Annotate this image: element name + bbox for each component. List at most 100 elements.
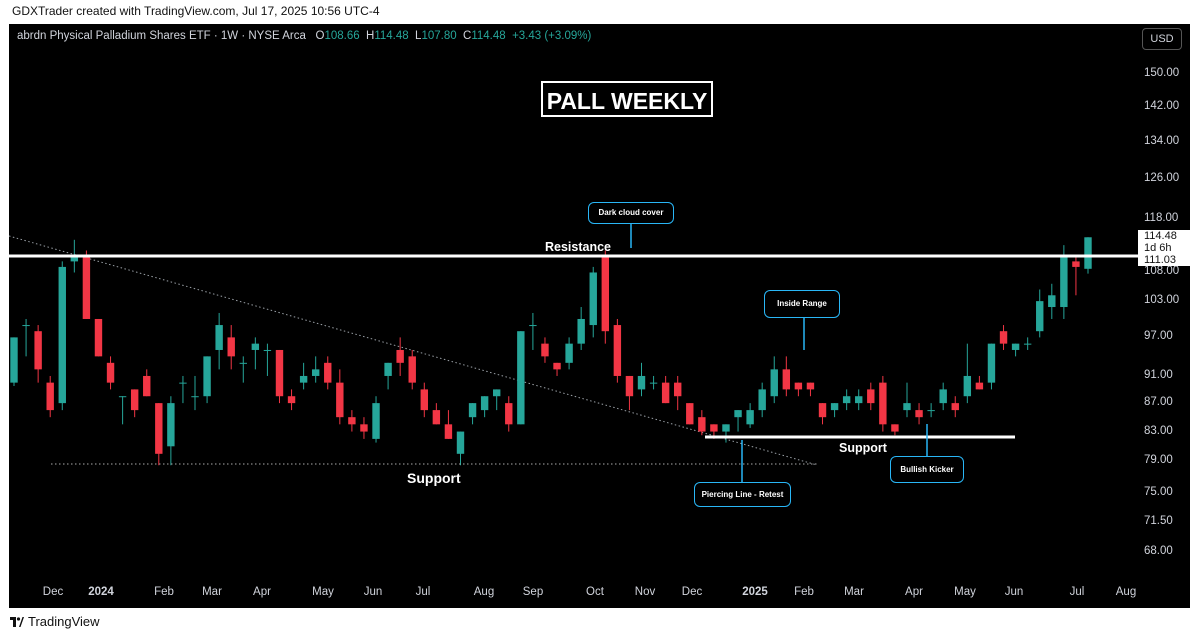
candle[interactable] xyxy=(106,356,115,390)
time-tick: Feb xyxy=(154,586,174,598)
candle[interactable] xyxy=(698,410,706,436)
candle[interactable] xyxy=(360,417,368,439)
candle[interactable] xyxy=(492,389,501,411)
candle[interactable] xyxy=(420,382,428,418)
candle[interactable] xyxy=(806,382,815,397)
candle[interactable] xyxy=(34,325,42,383)
candle[interactable] xyxy=(22,318,30,357)
candle[interactable] xyxy=(10,337,18,387)
candle[interactable] xyxy=(167,396,175,466)
candle[interactable] xyxy=(915,403,923,425)
candle[interactable] xyxy=(336,369,344,425)
candle[interactable] xyxy=(891,424,899,436)
candle[interactable] xyxy=(951,396,959,418)
candle[interactable] xyxy=(384,362,392,390)
candle[interactable] xyxy=(903,382,911,418)
descending-trendline[interactable] xyxy=(9,235,818,466)
candle[interactable] xyxy=(396,337,404,376)
candle-body xyxy=(106,362,115,383)
candle[interactable] xyxy=(855,389,863,411)
candle[interactable] xyxy=(746,403,754,428)
candle[interactable] xyxy=(155,403,163,466)
candle[interactable] xyxy=(565,337,573,370)
candle[interactable] xyxy=(299,362,308,390)
candle[interactable] xyxy=(939,382,947,411)
candle[interactable] xyxy=(203,356,211,404)
candle[interactable] xyxy=(468,403,477,425)
candle[interactable] xyxy=(674,375,682,411)
candle[interactable] xyxy=(179,375,187,404)
chart-pane[interactable]: abrdn Physical Palladium Shares ETF · 1W… xyxy=(9,24,1190,608)
candle[interactable] xyxy=(589,266,597,338)
candle[interactable] xyxy=(541,337,549,363)
candle[interactable] xyxy=(782,356,791,397)
candle[interactable] xyxy=(686,403,694,425)
candle[interactable] xyxy=(130,389,139,418)
candle[interactable] xyxy=(553,362,561,376)
candle[interactable] xyxy=(444,410,453,439)
candle[interactable] xyxy=(613,318,622,383)
candle[interactable] xyxy=(324,356,332,390)
candle[interactable] xyxy=(975,375,984,390)
candle[interactable] xyxy=(879,375,887,432)
candle[interactable] xyxy=(963,343,972,404)
candle[interactable] xyxy=(58,261,66,411)
candlestick-plot[interactable] xyxy=(9,24,1190,608)
candle[interactable] xyxy=(818,403,827,425)
candle-body xyxy=(637,375,646,390)
time-tick: Dec xyxy=(42,586,64,598)
candle[interactable] xyxy=(372,396,380,443)
candle[interactable] xyxy=(94,318,103,357)
candle[interactable] xyxy=(830,403,839,418)
candle[interactable] xyxy=(999,325,1008,350)
candle[interactable] xyxy=(625,375,634,411)
candle[interactable] xyxy=(311,356,320,383)
candle[interactable] xyxy=(987,343,996,390)
candle[interactable] xyxy=(1048,283,1056,319)
candle[interactable] xyxy=(758,382,766,418)
candle[interactable] xyxy=(601,250,610,344)
candle[interactable] xyxy=(1011,343,1020,357)
currency-button[interactable]: USD xyxy=(1142,28,1182,50)
candle-body xyxy=(58,266,66,404)
candle[interactable] xyxy=(637,362,646,397)
candle[interactable] xyxy=(239,356,247,383)
candle[interactable] xyxy=(505,396,513,432)
candle[interactable] xyxy=(263,343,272,376)
candle-body xyxy=(492,389,501,397)
candle[interactable] xyxy=(456,431,465,466)
candle-body xyxy=(468,403,477,418)
candle[interactable] xyxy=(1023,337,1032,350)
candle[interactable] xyxy=(432,403,441,425)
candle[interactable] xyxy=(794,382,803,397)
candle[interactable] xyxy=(661,375,670,404)
candle[interactable] xyxy=(649,375,658,390)
candle[interactable] xyxy=(867,382,875,411)
candle[interactable] xyxy=(82,250,91,319)
candle[interactable] xyxy=(529,312,537,350)
candle[interactable] xyxy=(734,410,742,432)
candle[interactable] xyxy=(251,337,260,370)
candle[interactable] xyxy=(46,375,54,418)
callout-dark-cloud-cover: Dark cloud cover xyxy=(588,202,674,224)
candle[interactable] xyxy=(143,369,151,397)
candle[interactable] xyxy=(1072,255,1080,296)
candle[interactable] xyxy=(480,396,489,418)
candle[interactable] xyxy=(287,389,296,411)
candle[interactable] xyxy=(227,325,235,370)
candle[interactable] xyxy=(348,410,356,432)
candle[interactable] xyxy=(722,424,730,443)
candle-body xyxy=(674,382,682,397)
candle[interactable] xyxy=(770,356,778,404)
candle[interactable] xyxy=(215,312,223,370)
candle[interactable] xyxy=(275,349,284,404)
candle[interactable] xyxy=(517,331,525,425)
candle[interactable] xyxy=(118,396,127,425)
close-value: 114.48 xyxy=(471,30,506,42)
candle[interactable] xyxy=(842,389,851,411)
candle[interactable] xyxy=(408,349,416,390)
candle[interactable] xyxy=(1036,289,1044,338)
candle[interactable] xyxy=(191,375,199,411)
candle[interactable] xyxy=(577,307,585,350)
candle[interactable] xyxy=(927,403,935,418)
